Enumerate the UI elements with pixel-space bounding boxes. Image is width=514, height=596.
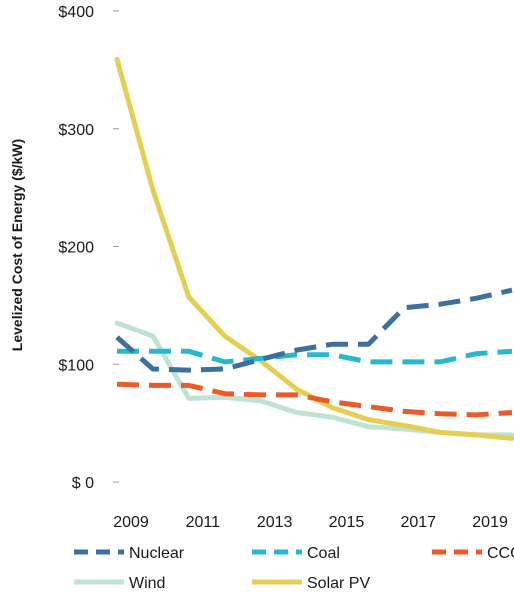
legend-label-wind: Wind: [129, 575, 165, 592]
y-tick-label: $400: [58, 4, 94, 21]
y-axis-label: Levelized Cost of Energy ($/kW): [9, 139, 25, 351]
series-line-nuclear: [115, 287, 513, 373]
x-tick-label: 2017: [400, 514, 436, 531]
x-tick-label: 2011: [186, 514, 221, 531]
series-line-wind: [114, 320, 514, 438]
x-tick-label: 2009: [113, 514, 149, 531]
axis-layer: $ 0 $100 $200 $300 $400 2009 2011 2013 2015 2017 2…: [58, 4, 508, 531]
legend-label-nuclear: Nuclear: [129, 545, 185, 562]
y-tick-label: $ 0: [72, 475, 94, 492]
x-tick-label: 2013: [257, 514, 293, 531]
series-line-ccgt: [116, 381, 513, 418]
series-line-coal: [117, 348, 513, 365]
legend-label-solar-pv: Solar PV: [307, 575, 370, 592]
legend-label-ccgt: CCGT: [487, 545, 514, 562]
x-tick-label: 2019: [472, 514, 508, 531]
legend-label-coal: Coal: [307, 545, 340, 562]
y-tick-label: $300: [58, 122, 94, 139]
y-tick-label: $200: [58, 240, 94, 257]
y-tick-label: $100: [58, 357, 94, 374]
series-layer: [114, 56, 514, 441]
legend: Nuclear Coal CCGT Wind Solar PV: [74, 545, 514, 592]
x-tick-label: 2015: [329, 514, 365, 531]
